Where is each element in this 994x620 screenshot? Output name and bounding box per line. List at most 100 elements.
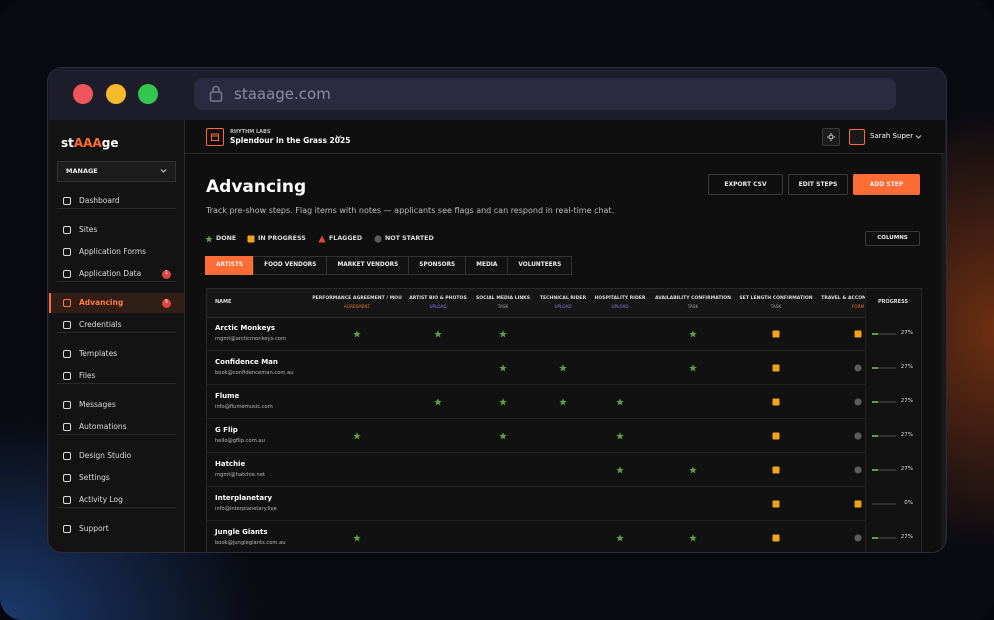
status-icon[interactable] [616, 432, 624, 440]
sidebar [49, 120, 185, 552]
nav-item[interactable]: Files [79, 371, 96, 380]
close-button[interactable] [73, 84, 93, 104]
status-icon[interactable] [772, 466, 780, 474]
nav-item[interactable]: Settings [79, 473, 110, 482]
nav-item[interactable]: Application Data [79, 269, 142, 278]
row-name: Confidence Man [215, 358, 278, 366]
nav-item[interactable]: Credentials [79, 320, 122, 329]
status-icon[interactable] [689, 364, 697, 372]
status-icon[interactable] [499, 432, 507, 440]
status-icon[interactable] [353, 534, 361, 542]
table-row[interactable] [207, 351, 921, 385]
status-icon[interactable] [559, 364, 567, 372]
nav-item[interactable]: Support [79, 524, 109, 533]
progress-label: 27% [900, 398, 913, 404]
table-row[interactable] [207, 317, 921, 351]
status-icon[interactable] [854, 364, 862, 372]
status-icon[interactable] [854, 432, 862, 440]
column-header[interactable]: TECHNICAL RIDER [539, 296, 587, 301]
status-icon[interactable] [854, 330, 862, 338]
status-icon[interactable] [772, 432, 780, 440]
status-icon[interactable] [434, 398, 442, 406]
logo-text: AAA [73, 136, 102, 150]
column-header[interactable]: PERFORMANCE AGREEMENT / MOU [312, 296, 402, 301]
table-row[interactable] [207, 419, 921, 453]
status-icon[interactable] [434, 330, 442, 338]
status-icon[interactable] [854, 466, 862, 474]
status-shape [854, 330, 862, 338]
status-icon[interactable] [854, 398, 862, 406]
tab[interactable]: FOOD VENDORS [253, 256, 328, 275]
address-bar[interactable] [194, 78, 896, 110]
status-icon[interactable] [772, 500, 780, 508]
table-row[interactable] [207, 385, 921, 419]
status-icon[interactable] [689, 534, 697, 542]
nav-item[interactable]: Messages [79, 400, 116, 409]
status-icon[interactable] [353, 330, 361, 338]
nav-item[interactable]: Sites [79, 225, 98, 234]
event-name[interactable]: Splendour in the Grass 2025 [230, 136, 351, 145]
status-shape [854, 500, 862, 508]
table-row[interactable] [207, 521, 921, 552]
theme-toggle[interactable] [822, 128, 840, 146]
row-email: mgmt@hatchie.net [215, 472, 266, 478]
status-icon[interactable] [616, 466, 624, 474]
row-name: Jungle Giants [215, 528, 268, 536]
nav-item[interactable]: Dashboard [79, 196, 120, 205]
column-header[interactable]: TRAVEL & ACCOMMODATION [821, 296, 895, 301]
status-icon[interactable] [772, 398, 780, 406]
column-header[interactable]: AVAILABILITY CONFIRMATION [654, 296, 731, 301]
tab[interactable]: MEDIA [465, 256, 509, 275]
status-icon[interactable] [854, 500, 862, 508]
nav-badge: 5 [162, 298, 171, 308]
nav-item[interactable]: Activity Log [79, 495, 123, 504]
minimize-button[interactable] [106, 84, 126, 104]
avatar[interactable] [849, 129, 865, 145]
status-icon[interactable] [499, 398, 507, 406]
progress-fill [872, 333, 879, 335]
column-header[interactable]: ARTIST BIO & PHOTOS [409, 296, 467, 301]
columns-button[interactable]: COLUMNS [865, 231, 920, 246]
export-button[interactable]: EXPORT CSV [708, 174, 783, 195]
column-header[interactable]: SOCIAL MEDIA LINKS [475, 296, 531, 301]
status-icon[interactable] [353, 432, 361, 440]
status-icon[interactable] [689, 330, 697, 338]
status-icon[interactable] [772, 364, 780, 372]
status-shape [854, 534, 862, 542]
tab[interactable]: MARKET VENDORS [326, 256, 410, 275]
nav-item[interactable]: Templates [79, 349, 118, 358]
column-header[interactable]: SET LENGTH CONFIRMATION [739, 296, 813, 301]
status-icon[interactable] [854, 534, 862, 542]
row-name: Arctic Monkeys [215, 324, 276, 332]
column-kind: TASK [497, 304, 509, 309]
status-icon[interactable] [689, 466, 697, 474]
status-icon[interactable] [559, 398, 567, 406]
nav-item[interactable]: Advancing [79, 298, 124, 307]
tab[interactable]: ARTISTS [205, 256, 255, 275]
add-step-button[interactable]: ADD STEP [853, 174, 920, 195]
tab[interactable]: VOLUNTEERS [507, 256, 573, 275]
table-row[interactable] [207, 487, 921, 521]
status-icon[interactable] [772, 330, 780, 338]
nav-item[interactable]: Automations [79, 422, 127, 431]
table: NAME PERFORMANCE AGREEMENT / MOU AGREEMENT… [206, 288, 922, 552]
status-icon[interactable] [772, 534, 780, 542]
logo-text: st [61, 136, 74, 150]
tab[interactable]: SPONSORS [408, 256, 467, 275]
status-icon[interactable] [499, 364, 507, 372]
status-icon[interactable] [499, 330, 507, 338]
progress-track [872, 503, 896, 505]
progress-fill [872, 537, 879, 539]
edit-steps-button[interactable]: EDIT STEPS [788, 174, 848, 195]
workspace-select[interactable] [57, 161, 176, 182]
status-icon[interactable] [616, 398, 624, 406]
maximize-button[interactable] [138, 84, 158, 104]
table-row[interactable] [207, 453, 921, 487]
nav-item[interactable]: Design Studio [79, 451, 132, 460]
status-icon[interactable] [616, 534, 624, 542]
legend-label: NOT STARTED [385, 235, 434, 242]
user-name[interactable]: Sarah Super [870, 132, 914, 140]
status-shape [353, 330, 361, 338]
column-header[interactable]: HOSPITALITY RIDER [594, 296, 646, 301]
nav-item[interactable]: Application Forms [79, 247, 147, 256]
